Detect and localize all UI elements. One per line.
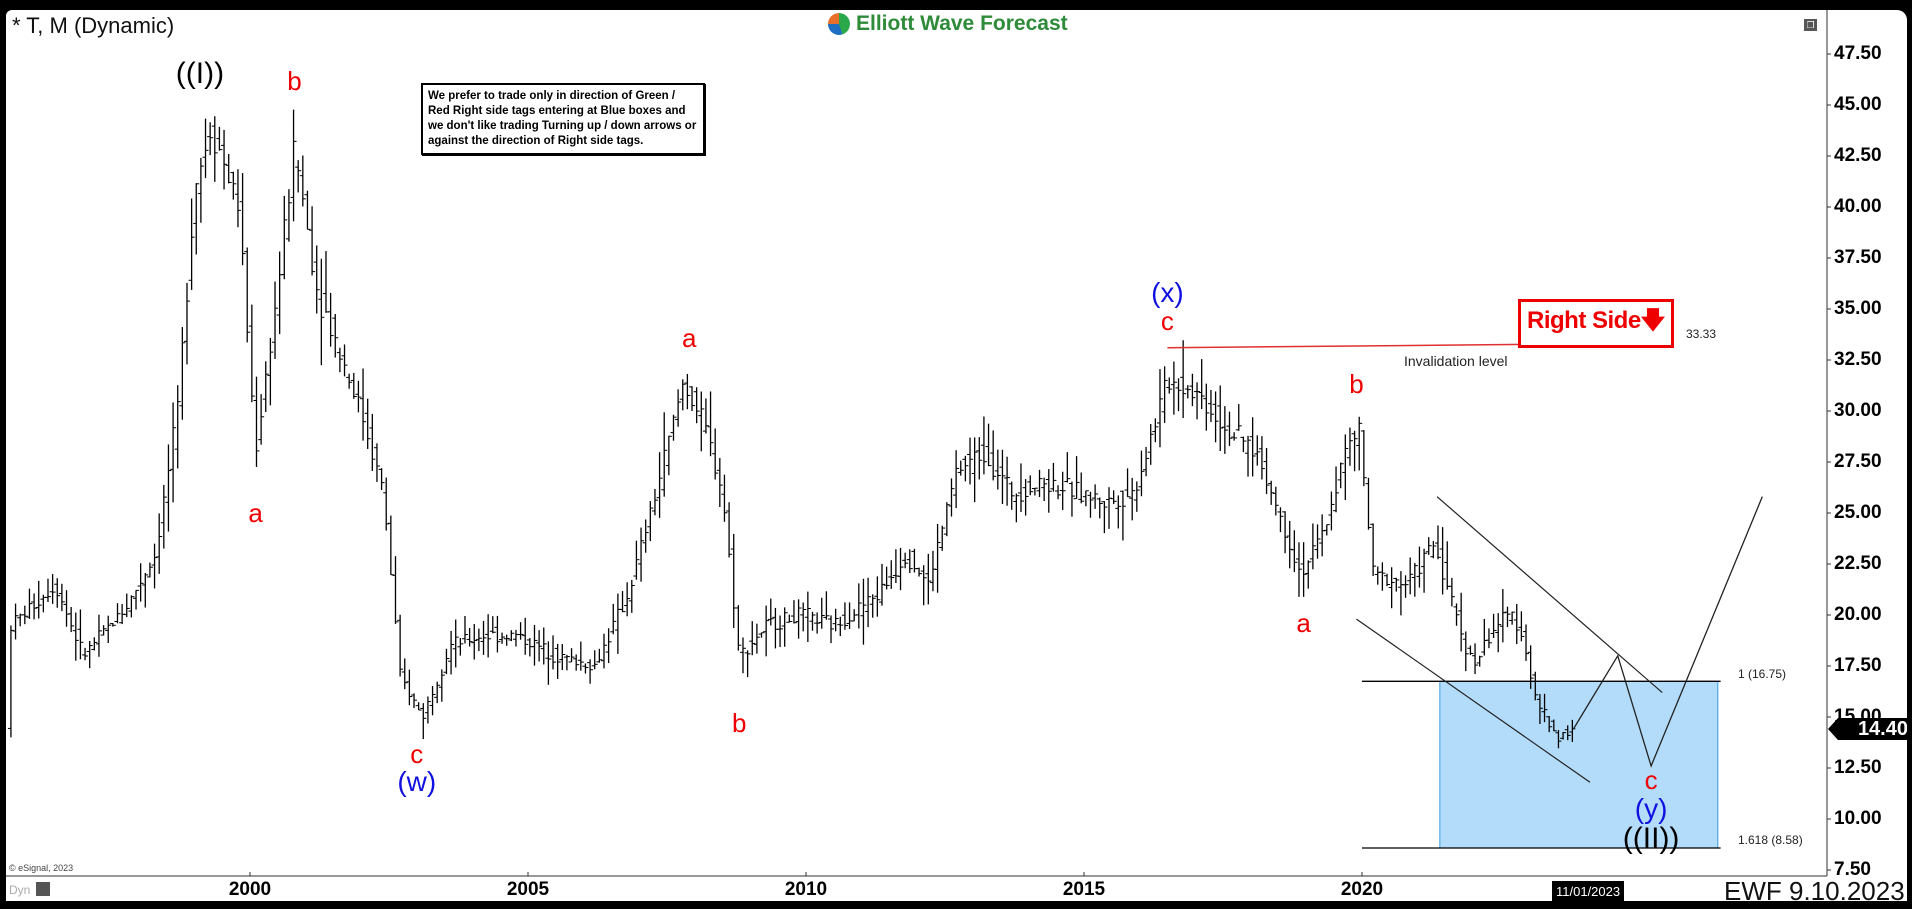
invalidation-value: 33.33 bbox=[1686, 327, 1717, 341]
wave-label: ((II)) bbox=[1622, 822, 1680, 856]
right-side-tag: Right Side🡇 bbox=[1518, 299, 1674, 348]
y-tick-label: 17.50 bbox=[1834, 655, 1882, 676]
x-tick-label: 2010 bbox=[784, 879, 828, 900]
y-tick-label: 47.50 bbox=[1834, 43, 1882, 64]
y-tick-label: 35.00 bbox=[1834, 298, 1882, 319]
y-tick-label: 32.50 bbox=[1834, 349, 1882, 370]
dynamic-mode-label[interactable]: Dyn bbox=[9, 883, 31, 897]
y-tick-label: 20.00 bbox=[1834, 604, 1882, 625]
y-tick-label: 37.50 bbox=[1834, 247, 1882, 268]
brand-logo-icon bbox=[828, 13, 850, 35]
down-arrow-icon: 🡇 bbox=[1640, 307, 1666, 334]
projection-path bbox=[1572, 496, 1763, 768]
channel-upper-line bbox=[1436, 496, 1663, 693]
lock-icon[interactable] bbox=[36, 882, 50, 896]
wave-label: a bbox=[248, 498, 263, 528]
x-tick-label: 2015 bbox=[1062, 879, 1106, 900]
cursor-date-tag: 11/01/2023 bbox=[1552, 881, 1625, 901]
right-side-label: Right Side bbox=[1527, 307, 1641, 334]
y-tick-label: 22.50 bbox=[1834, 553, 1882, 574]
wave-label: c bbox=[1644, 765, 1658, 796]
y-tick-label: 42.50 bbox=[1834, 145, 1882, 166]
wave-label: b bbox=[732, 708, 747, 739]
y-tick-label: 30.00 bbox=[1834, 400, 1882, 421]
trading-note: We prefer to trade only in direction of … bbox=[421, 83, 705, 155]
chart-window: * T, M (Dynamic) Elliott Wave Forecast ❐… bbox=[6, 10, 1907, 901]
brand-name: Elliott Wave Forecast bbox=[856, 12, 1068, 35]
channel-lower-line bbox=[1356, 618, 1591, 783]
y-tick-label: 25.00 bbox=[1834, 502, 1882, 523]
ewf-date-stamp: EWF 9.10.2023 bbox=[1724, 876, 1905, 901]
x-tick-label: 2000 bbox=[228, 879, 272, 900]
window-restore-icon[interactable]: ❐ bbox=[1804, 19, 1817, 31]
y-tick-label: 45.00 bbox=[1834, 94, 1882, 115]
x-tick-label: 2020 bbox=[1340, 879, 1384, 900]
current-price-tag: 14.40 bbox=[1828, 718, 1907, 740]
wave-label: (w) bbox=[397, 766, 437, 798]
y-tick-label: 7.50 bbox=[1834, 859, 1871, 880]
fib-upper-label: 1 (16.75) bbox=[1738, 667, 1787, 681]
copyright: © eSignal, 2023 bbox=[9, 863, 74, 873]
price-chart[interactable] bbox=[6, 10, 1907, 901]
x-tick-label: 2005 bbox=[506, 879, 550, 900]
wave-label: b bbox=[287, 65, 302, 96]
invalidation-label: Invalidation level bbox=[1404, 353, 1508, 369]
wave-label: ((I)) bbox=[175, 57, 225, 91]
y-tick-label: 27.50 bbox=[1834, 451, 1882, 472]
wave-label: (x) bbox=[1151, 276, 1184, 308]
symbol-title: * T, M (Dynamic) bbox=[12, 13, 175, 38]
wave-label: c bbox=[410, 738, 424, 769]
wave-label: a bbox=[682, 322, 697, 353]
y-tick-label: 12.50 bbox=[1834, 757, 1882, 778]
wave-label: c bbox=[1160, 306, 1174, 337]
wave-label: a bbox=[1296, 608, 1311, 639]
fib-lower-label: 1.618 (8.58) bbox=[1738, 833, 1803, 847]
brand-logo: Elliott Wave Forecast bbox=[828, 12, 1068, 36]
wave-label: b bbox=[1349, 369, 1364, 400]
wave-label: (y) bbox=[1634, 792, 1668, 824]
y-tick-label: 10.00 bbox=[1834, 808, 1882, 829]
y-tick-label: 40.00 bbox=[1834, 196, 1882, 217]
